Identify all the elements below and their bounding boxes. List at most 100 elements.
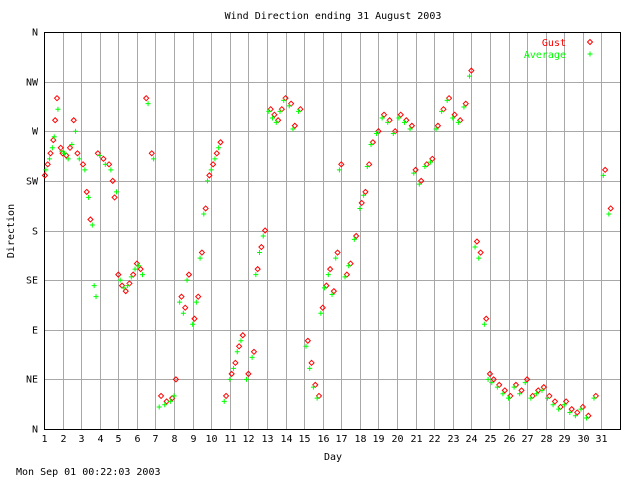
x-tick-label: 16: [317, 434, 329, 445]
y-tick-label: SW: [26, 177, 39, 188]
average-point: [49, 145, 55, 151]
gust-point: [518, 387, 525, 394]
gust-point: [308, 359, 315, 367]
x-tick-label: 8: [171, 434, 177, 445]
average-point: [171, 393, 177, 399]
average-point: [422, 164, 428, 170]
average-point: [361, 192, 367, 198]
average-point: [466, 73, 472, 79]
gust-point: [232, 359, 239, 367]
gust-point: [535, 387, 542, 394]
average-point: [439, 108, 445, 114]
average-point: [416, 181, 422, 187]
average-point: [180, 310, 186, 316]
gust-point: [83, 188, 90, 196]
average-point: [205, 178, 211, 184]
average-point: [303, 343, 309, 349]
gust-point: [239, 332, 247, 339]
average-point: [73, 128, 79, 134]
average-point: [193, 299, 199, 305]
gust-point: [523, 376, 531, 383]
gust-point: [412, 166, 419, 174]
average-point: [286, 103, 292, 109]
gust-point: [362, 188, 369, 196]
gust-point: [540, 383, 548, 391]
x-tick-label: 23: [447, 434, 459, 445]
average-point: [427, 159, 433, 165]
gust-point: [490, 376, 497, 383]
gust-point: [178, 293, 185, 300]
legend-average-label: Average: [524, 50, 566, 61]
x-tick-labels: 1 2 3 4 5 6 7 8 9 10 11 12 13 14 15 16 17 18 19 20 21 22 23 24 2…: [41, 434, 607, 445]
average-point: [450, 115, 456, 121]
gust-point: [53, 94, 61, 102]
average-point: [201, 211, 207, 217]
x-tick-label: 19: [372, 434, 384, 445]
chart-title: Wind Direction ending 31 August 2003: [225, 11, 442, 22]
gust-point: [100, 155, 107, 163]
average-point: [43, 167, 49, 173]
gust-point: [551, 398, 559, 405]
average-point: [91, 283, 97, 289]
average-point: [407, 126, 413, 132]
gust-point: [172, 376, 180, 383]
average-point: [238, 338, 244, 344]
average-point: [117, 277, 123, 283]
average-point: [290, 126, 296, 132]
average-point: [47, 156, 53, 162]
x-tick-label: 29: [558, 434, 570, 445]
x-tick-label: 1: [41, 434, 47, 445]
average-point: [108, 167, 114, 173]
average-point: [500, 391, 506, 397]
average-point: [528, 395, 534, 401]
average-point: [260, 233, 266, 239]
gust-point: [304, 337, 312, 344]
average-point: [511, 384, 517, 390]
gust-point: [157, 392, 165, 400]
gust-point: [41, 172, 49, 179]
average-point: [162, 402, 168, 408]
legend-gust-marker: [586, 38, 594, 46]
average-point: [385, 119, 391, 125]
average-point: [578, 406, 584, 412]
average-point: [494, 384, 500, 390]
legend-gust-symbol: [586, 38, 594, 46]
average-point: [561, 402, 567, 408]
average-point: [368, 141, 374, 147]
average-point: [336, 167, 342, 173]
average-point: [357, 205, 363, 211]
gust-point: [79, 161, 87, 168]
average-point: [307, 365, 313, 371]
gust-point: [319, 304, 326, 311]
average-point: [253, 272, 259, 278]
gust-point: [601, 166, 609, 174]
average-point: [97, 153, 103, 159]
legend-average-symbol: [587, 51, 593, 57]
gust-point: [142, 94, 150, 102]
legend-average-marker: [587, 51, 593, 57]
average-point: [322, 285, 328, 291]
average-point: [273, 119, 279, 125]
x-axis-label: Day: [324, 452, 342, 463]
gust-point: [429, 155, 436, 163]
average-point: [167, 398, 173, 404]
average-point: [125, 283, 131, 289]
average-point: [177, 299, 183, 305]
gust-point: [451, 111, 458, 118]
legend-gust-label: Gust: [542, 38, 566, 49]
average-point: [485, 376, 491, 382]
average-point: [184, 277, 190, 283]
average-point: [190, 321, 196, 327]
gust-point: [473, 238, 481, 245]
gust-point: [70, 117, 77, 124]
gust-point: [477, 249, 484, 256]
data-points: [41, 67, 614, 421]
average-point: [216, 145, 222, 151]
gust-point: [44, 161, 51, 168]
gust-point: [57, 144, 64, 151]
x-tick-label: 15: [298, 434, 310, 445]
gust-point: [434, 122, 442, 129]
average-point: [296, 108, 302, 114]
average-point: [461, 104, 467, 110]
gust-point: [198, 249, 206, 256]
